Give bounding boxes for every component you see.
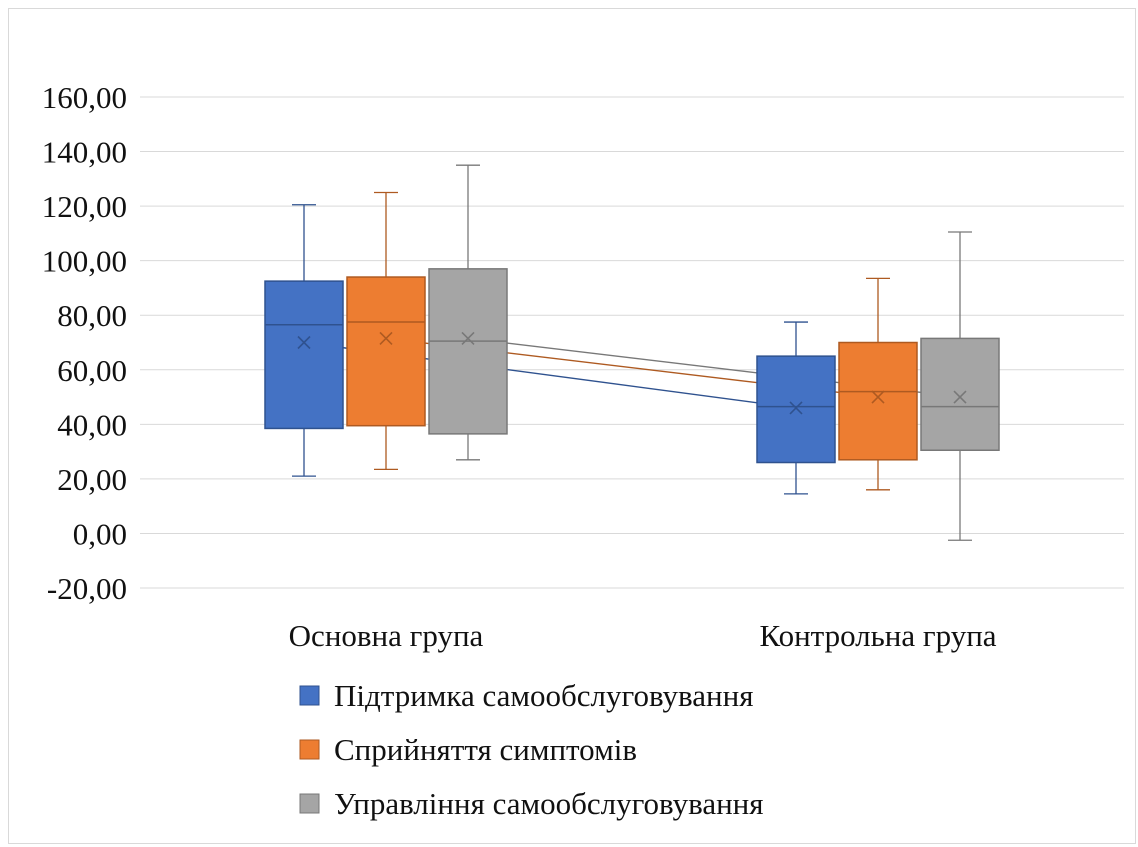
y-tick-label: 160,00 xyxy=(42,80,127,115)
box-iqr xyxy=(428,268,508,435)
box-2-1 xyxy=(920,231,1000,541)
legend: Підтримка самообслуговування Сприйняття … xyxy=(299,678,764,821)
legend-label-symptom-perception: Сприйняття симптомів xyxy=(334,732,637,767)
y-axis: 160,00 140,00 120,00 100,00 80,00 60,00 40,00 2… xyxy=(42,80,127,606)
y-tick-label: 0,00 xyxy=(73,516,127,551)
y-tick-label: 40,00 xyxy=(57,407,127,442)
box-iqr xyxy=(838,341,918,461)
x-axis: Основна група Контрольна група xyxy=(289,618,997,653)
legend-swatch-self-care-support xyxy=(299,685,320,706)
y-tick-label: 120,00 xyxy=(42,189,127,224)
box-iqr xyxy=(920,337,1000,451)
legend-swatch-symptom-perception xyxy=(299,739,320,760)
boxes xyxy=(264,164,1000,541)
box-0-1 xyxy=(756,321,836,495)
y-tick-label: 100,00 xyxy=(42,244,127,279)
mean-marker xyxy=(379,331,393,345)
legend-label-self-care-management: Управління самообслуговування xyxy=(334,786,764,821)
box-0-0 xyxy=(264,204,344,477)
category-label-main-group: Основна група xyxy=(289,618,484,653)
box-iqr xyxy=(346,276,426,427)
y-tick-label: -20,00 xyxy=(47,571,127,606)
legend-swatch-self-care-management xyxy=(299,793,320,814)
box-1-0 xyxy=(346,191,426,470)
y-tick-label: 140,00 xyxy=(42,135,127,170)
mean-marker xyxy=(871,390,885,404)
mean-marker xyxy=(461,331,475,345)
legend-label-self-care-support: Підтримка самообслуговування xyxy=(334,678,753,713)
mean-marker xyxy=(789,401,803,415)
y-tick-label: 60,00 xyxy=(57,353,127,388)
y-tick-label: 20,00 xyxy=(57,462,127,497)
mean-marker xyxy=(297,335,311,350)
category-label-control-group: Контрольна група xyxy=(759,618,996,653)
box-2-0 xyxy=(428,164,508,461)
box-iqr xyxy=(756,355,836,464)
box-1-1 xyxy=(838,277,918,491)
box-iqr xyxy=(264,280,344,430)
y-tick-label: 80,00 xyxy=(57,298,127,333)
mean-marker xyxy=(953,390,967,404)
